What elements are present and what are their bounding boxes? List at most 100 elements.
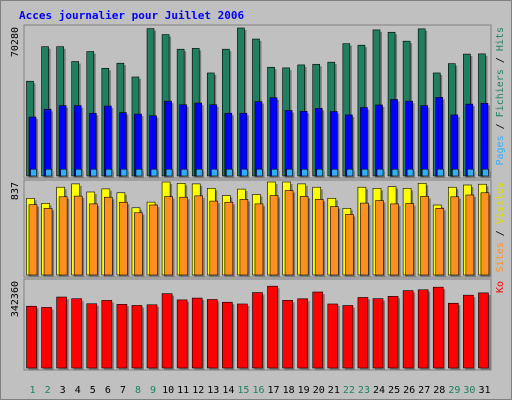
bar-pages-21 xyxy=(331,168,339,177)
bar-ko-3 xyxy=(56,296,67,369)
bar-fichiers-20 xyxy=(314,108,323,177)
bar-fichiers-7 xyxy=(119,112,127,177)
x-tick-label-1: 1 xyxy=(30,385,36,396)
legend-separator: / xyxy=(495,51,506,69)
bar-sites-4 xyxy=(73,195,83,276)
bar-ko-29 xyxy=(448,302,459,369)
panel-bottom-max-label: 342360 xyxy=(10,281,21,317)
x-tick-label-28: 28 xyxy=(433,385,445,396)
bar-ko-2 xyxy=(41,307,52,369)
bar-fichiers-3 xyxy=(58,105,67,177)
bar-pages-12 xyxy=(195,168,203,177)
bar-sites-18 xyxy=(284,190,294,276)
panel-top-max-label: 70280 xyxy=(10,27,21,57)
x-tick-label-13: 13 xyxy=(207,385,219,396)
x-tick-label-4: 4 xyxy=(75,385,81,396)
bar-fichiers-2 xyxy=(43,108,52,177)
bar-ko-4 xyxy=(71,298,82,369)
bar-pages-26 xyxy=(406,168,414,177)
x-tick-label-23: 23 xyxy=(358,385,370,396)
panel-middle-legend: Sites / Visites xyxy=(495,182,506,272)
x-tick-label-30: 30 xyxy=(463,385,475,396)
x-tick-label-20: 20 xyxy=(313,385,325,396)
legend-separator: / xyxy=(495,224,506,242)
x-axis-labels: 1 2 3 4 5 6 7 8 9 10 11 12 13 14 15 16 17 18 19 20 21 22 23 24 2… xyxy=(30,385,491,396)
x-tick-label-2: 2 xyxy=(45,385,51,396)
bar-sites-27 xyxy=(420,196,429,276)
bar-fichiers-6 xyxy=(104,105,112,177)
bar-sites-2 xyxy=(43,208,53,276)
x-tick-label-10: 10 xyxy=(162,385,174,396)
bar-sites-29 xyxy=(450,196,460,276)
bar-fichiers-22 xyxy=(345,114,353,177)
bar-pages-15 xyxy=(241,168,248,177)
bar-ko-28 xyxy=(432,286,444,369)
panel-bottom-legend: Ko xyxy=(495,281,506,293)
bar-pages-18 xyxy=(286,168,293,177)
legend-hits: Hits xyxy=(495,27,506,51)
bar-ko-9 xyxy=(146,304,158,369)
bar-fichiers-23 xyxy=(360,107,368,177)
bar-ko-1 xyxy=(26,305,37,369)
bar-fichiers-9 xyxy=(149,115,157,177)
chart-title: Acces journalier pour Juillet 2006 xyxy=(19,9,245,22)
legend-fichiers: Fichiers xyxy=(495,69,506,117)
x-tick-label-22: 22 xyxy=(343,385,355,396)
bar-fichiers-24 xyxy=(375,104,383,177)
bar-ko-13 xyxy=(206,299,218,369)
x-tick-label-12: 12 xyxy=(192,385,204,396)
x-tick-label-31: 31 xyxy=(478,385,490,396)
legend-pages: Pages xyxy=(495,135,506,165)
bar-fichiers-19 xyxy=(299,111,308,177)
bar-ko-27 xyxy=(417,289,429,369)
bar-pages-9 xyxy=(150,168,158,177)
bar-sites-30 xyxy=(465,194,475,276)
bar-ko-19 xyxy=(297,298,308,369)
bar-sites-19 xyxy=(299,196,309,276)
bar-pages-20 xyxy=(316,168,324,177)
bar-sites-20 xyxy=(314,199,324,276)
bar-pages-5 xyxy=(90,168,98,177)
bar-pages-31 xyxy=(482,168,489,177)
bar-pages-14 xyxy=(226,168,233,177)
bar-fichiers-21 xyxy=(329,111,338,177)
bar-pages-6 xyxy=(105,168,113,177)
bar-sites-10 xyxy=(164,196,173,276)
bar-sites-16 xyxy=(254,203,264,276)
bar-sites-12 xyxy=(194,195,204,276)
bar-pages-22 xyxy=(346,168,354,177)
legend-ko: Ko xyxy=(495,281,506,293)
bar-ko-18 xyxy=(282,300,293,369)
x-tick-label-26: 26 xyxy=(403,385,415,396)
bar-ko-24 xyxy=(372,298,384,369)
bar-sites-9 xyxy=(149,204,158,276)
bar-pages-8 xyxy=(135,168,143,177)
bar-fichiers-4 xyxy=(73,105,82,177)
bar-pages-3 xyxy=(60,168,67,177)
panel-middle: 837 Sites / Visites xyxy=(10,179,506,278)
panel-middle-max-label: 837 xyxy=(10,182,21,200)
bar-fichiers-31 xyxy=(480,102,489,177)
chart-panels: 70280 Pages / Fichiers / Hits 837 Sites / V… xyxy=(10,24,506,371)
bar-pages-23 xyxy=(361,168,369,177)
bar-fichiers-5 xyxy=(88,112,97,177)
bar-ko-31 xyxy=(478,292,489,369)
bar-ko-25 xyxy=(387,296,399,369)
x-tick-label-11: 11 xyxy=(177,385,189,396)
bar-ko-11 xyxy=(176,299,188,369)
x-tick-label-15: 15 xyxy=(237,385,249,396)
bar-ko-12 xyxy=(191,297,203,369)
legend-visites: Visites xyxy=(495,182,506,224)
bar-ko-5 xyxy=(86,303,98,369)
bar-ko-22 xyxy=(342,305,354,369)
bar-fichiers-14 xyxy=(224,112,233,177)
bar-pages-24 xyxy=(376,168,384,177)
x-tick-label-14: 14 xyxy=(222,385,234,396)
bar-pages-2 xyxy=(45,168,52,177)
bar-sites-14 xyxy=(224,201,234,276)
x-tick-label-17: 17 xyxy=(268,385,280,396)
bar-pages-10 xyxy=(165,168,173,177)
bar-fichiers-29 xyxy=(450,114,459,177)
